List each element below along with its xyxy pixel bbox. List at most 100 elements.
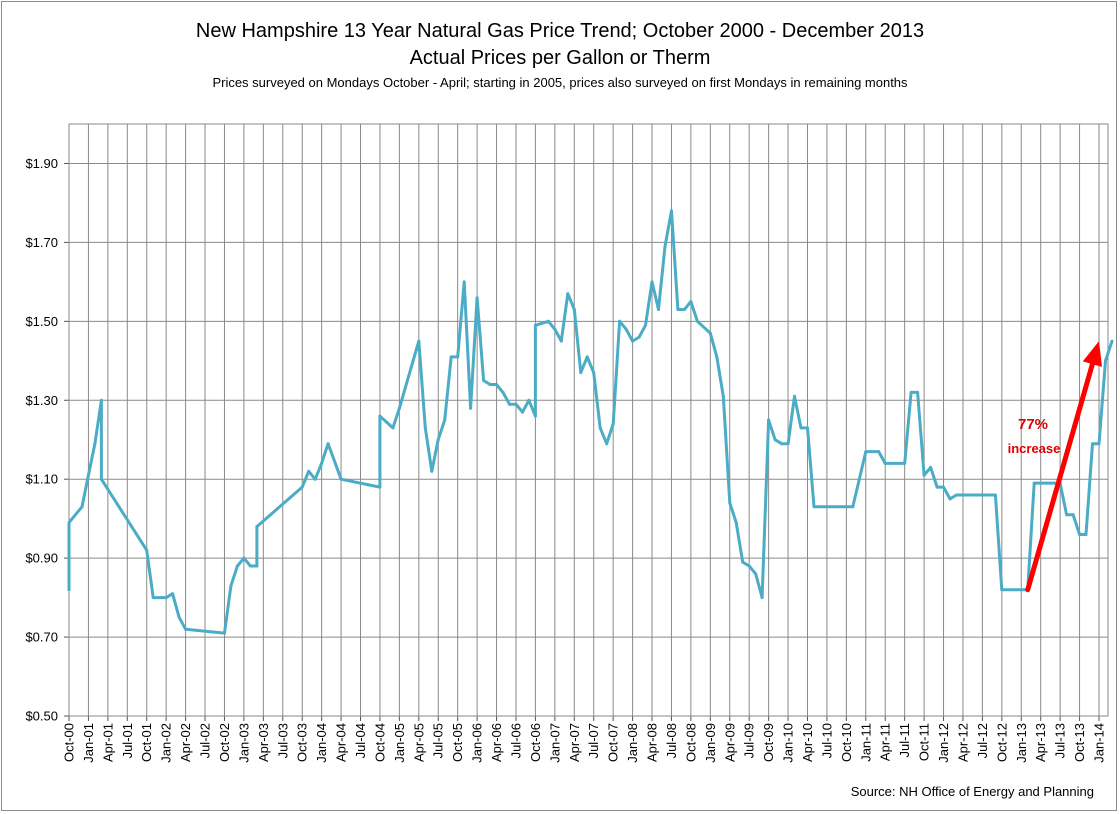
price-data-point <box>469 406 473 410</box>
price-data-point <box>579 371 583 375</box>
price-data-point <box>585 355 589 359</box>
price-data-point <box>80 505 84 509</box>
x-tick-label: Jul-07 <box>586 723 601 758</box>
x-tick-label: Oct-04 <box>372 723 387 762</box>
increase-arrow-head <box>1082 341 1103 367</box>
price-data-point <box>767 418 771 422</box>
x-tick-label: Jul-03 <box>275 723 290 758</box>
price-data-point <box>501 390 505 394</box>
price-data-point <box>741 560 745 564</box>
price-data-point <box>521 410 524 414</box>
price-data-point <box>559 339 563 343</box>
price-data-point <box>637 335 641 339</box>
y-tick-label: $0.70 <box>25 630 58 645</box>
price-data-point <box>242 556 246 560</box>
price-data-point <box>339 477 343 481</box>
x-tick-label: Oct-09 <box>761 723 776 762</box>
price-data-point <box>993 493 997 497</box>
x-tick-label: Jul-02 <box>198 723 213 758</box>
price-data-point <box>145 548 149 552</box>
x-tick-label: Apr-08 <box>645 723 660 762</box>
x-tick-label: Oct-05 <box>450 723 465 762</box>
price-data-point <box>670 209 673 213</box>
x-tick-label: Jul-05 <box>431 723 446 758</box>
price-data-point <box>864 450 868 454</box>
price-data-point <box>650 280 654 284</box>
price-data-point <box>786 442 790 446</box>
price-data-point <box>255 525 259 529</box>
x-tick-label: Jul-01 <box>120 723 135 758</box>
price-data-point <box>171 592 175 596</box>
x-tick-label: Jan-14 <box>1092 723 1107 763</box>
price-data-point <box>527 398 531 402</box>
x-tick-label: Jan-02 <box>159 723 174 763</box>
price-data-point <box>475 296 479 300</box>
price-data-point <box>443 418 447 422</box>
x-tick-label: Jan-07 <box>547 723 562 763</box>
y-tick-label: $1.30 <box>25 393 58 408</box>
price-data-point <box>695 319 699 323</box>
price-data-point <box>747 564 751 568</box>
price-data-point <box>1110 339 1114 343</box>
x-tick-label: Jan-11 <box>858 723 873 762</box>
price-data-point <box>1104 359 1107 363</box>
price-data-point <box>611 422 615 426</box>
chart-title: New Hampshire 13 Year Natural Gas Price … <box>195 20 925 42</box>
price-data-point <box>760 596 764 600</box>
price-data-point <box>754 572 758 576</box>
x-tick-label: Jul-06 <box>508 723 523 758</box>
x-tick-label: Apr-02 <box>178 723 193 762</box>
price-data-point <box>780 442 784 446</box>
x-tick-label: Apr-07 <box>567 723 582 762</box>
x-tick-label: Jan-04 <box>314 723 329 763</box>
x-tick-label: Jan-08 <box>625 723 640 763</box>
y-tick-label: $1.70 <box>25 235 58 250</box>
x-tick-label: Jul-13 <box>1053 723 1068 758</box>
price-data-point <box>942 485 945 489</box>
price-data-point <box>99 477 103 481</box>
price-data-point <box>948 497 952 501</box>
price-data-point <box>307 469 311 473</box>
price-data-point <box>929 465 933 469</box>
y-tick-label: $1.90 <box>25 156 58 171</box>
price-data-point <box>689 300 693 304</box>
x-tick-label: Jul-10 <box>819 723 834 758</box>
y-tick-label: $1.50 <box>25 314 58 329</box>
price-data-point <box>553 327 557 331</box>
price-data-point <box>644 323 647 327</box>
price-data-point <box>508 402 511 406</box>
x-tick-label: Apr-12 <box>955 723 970 762</box>
x-tick-label: Jul-09 <box>742 723 757 758</box>
price-data-point <box>397 406 401 410</box>
price-data-point <box>728 501 732 505</box>
x-tick-label: Jan-05 <box>392 723 407 763</box>
y-tick-label: $0.50 <box>25 709 58 724</box>
price-data-point <box>708 331 712 335</box>
x-tick-label: Oct-10 <box>839 723 854 762</box>
price-data-point <box>99 398 103 402</box>
price-data-point <box>313 477 317 481</box>
x-tick-label: Apr-13 <box>1033 723 1048 762</box>
price-data-point <box>799 426 803 430</box>
price-data-point <box>793 394 796 398</box>
price-data-point <box>1065 513 1069 517</box>
annotation-percent: 77% <box>1018 416 1048 433</box>
price-data-point <box>462 280 466 284</box>
x-tick-label: Jan-01 <box>81 723 96 763</box>
annotation-increase: increase <box>1008 441 1061 456</box>
price-data-point <box>1091 442 1094 446</box>
y-tick-label: $1.10 <box>25 472 58 487</box>
price-data-point <box>164 596 168 600</box>
price-data-point <box>851 505 855 509</box>
x-tick-label: Apr-03 <box>256 723 271 762</box>
price-data-point <box>618 319 622 323</box>
x-tick-label: Jan-12 <box>936 723 951 763</box>
price-data-point <box>605 442 609 446</box>
price-data-point <box>67 588 71 592</box>
price-data-point <box>903 461 907 465</box>
price-data-point <box>657 308 660 311</box>
chart-note: Prices surveyed on Mondays October - Apr… <box>212 75 908 90</box>
price-data-point <box>721 394 725 398</box>
x-tick-label: Apr-06 <box>489 723 504 762</box>
